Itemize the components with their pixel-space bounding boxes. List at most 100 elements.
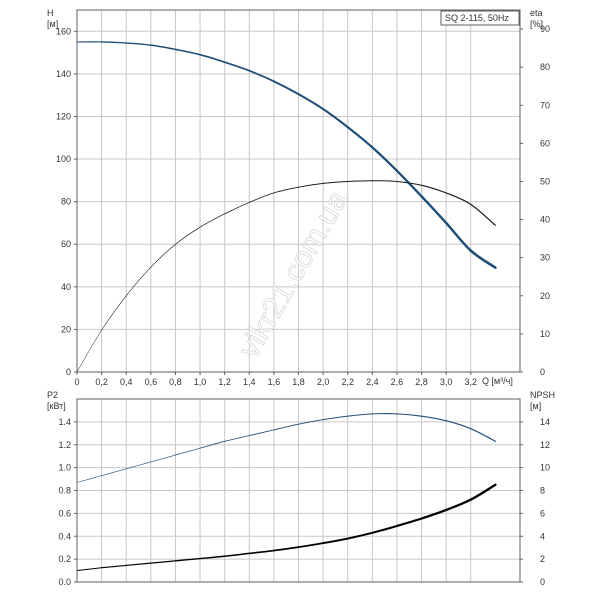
top-left-tick-label: 140	[56, 69, 71, 79]
npsh-curve	[445, 498, 472, 512]
x-tick-label: 2,8	[415, 377, 428, 387]
efficiency-curve	[101, 295, 127, 331]
efficiency-curve	[224, 202, 250, 215]
top-left-tick-label: 20	[61, 324, 71, 334]
x-tick-label: 1,0	[194, 377, 207, 387]
axis-label-line: [%]	[530, 19, 543, 29]
power-p2-curve	[396, 413, 423, 417]
power-p2-curve	[76, 475, 102, 483]
power-p2-curve	[420, 415, 447, 422]
top-left-tick-label: 100	[56, 154, 71, 164]
top-right-tick-label: 90	[540, 24, 550, 34]
x-tick-label: 0,4	[120, 377, 133, 387]
x-tick-label: 3,0	[440, 377, 453, 387]
axis-label-line: NPSH	[530, 390, 555, 400]
npsh-curve	[174, 557, 201, 562]
power-p2-curve	[248, 429, 275, 437]
bottom-left-tick-label: 0.6	[58, 508, 71, 518]
bottom-right-tick-label: 6	[540, 508, 545, 518]
npsh-curve	[297, 542, 325, 549]
npsh-curve	[371, 524, 398, 534]
efficiency-curve	[347, 180, 373, 182]
bottom-right-tick-label: 14	[540, 417, 550, 427]
bottom-left-tick-label: 1.0	[58, 463, 71, 473]
power-p2-curve	[175, 447, 201, 456]
top-right-tick-label: 0	[540, 367, 545, 377]
head-curve	[272, 80, 300, 96]
axis-label-line: [кВт]	[47, 401, 66, 411]
bottom-right-tick-label: 8	[540, 486, 545, 496]
npsh-curve	[346, 531, 374, 540]
top-left-tick-label: 40	[61, 282, 71, 292]
bottom-left-tick-label: 1.4	[58, 417, 71, 427]
x-tick-label: 2,0	[317, 377, 330, 387]
efficiency-curve	[421, 184, 447, 194]
npsh-curve	[322, 537, 349, 545]
top-right-tick-label: 40	[540, 215, 550, 225]
head-curve	[346, 126, 374, 149]
x-axis-label: Q [м³/ч]	[482, 376, 513, 386]
top-right-tick-label: 70	[540, 100, 550, 110]
axis-label-line: eta	[530, 8, 543, 18]
top-right-tick-label: 80	[540, 62, 550, 72]
head-curve	[322, 107, 349, 129]
bottom-left-axis-label: P2 [кВт]	[47, 390, 66, 411]
power-p2-curve	[298, 419, 324, 425]
x-tick-label: 1,2	[218, 377, 231, 387]
efficiency-curve	[248, 192, 275, 203]
head-curve	[174, 48, 201, 56]
series-layer	[76, 41, 497, 572]
top-right-axis-label: eta [%]	[530, 8, 543, 29]
legend-box	[440, 10, 520, 26]
power-p2-curve	[470, 428, 496, 442]
top-chart-grid	[76, 10, 520, 373]
x-tick-label: 1,4	[243, 377, 256, 387]
top-right-tick-label: 50	[540, 176, 550, 186]
top-right-tick-label: 10	[540, 329, 550, 339]
power-p2-curve	[347, 413, 373, 417]
axis-label-line: [м]	[47, 19, 58, 29]
power-p2-curve	[273, 423, 299, 431]
bottom-right-axis-label: NPSH [м]	[530, 390, 555, 411]
efficiency-curve	[322, 181, 349, 184]
npsh-curve	[101, 564, 127, 569]
x-tick-label: 0,6	[145, 377, 158, 387]
npsh-curve	[76, 567, 103, 572]
head-curve	[469, 249, 497, 269]
efficiency-curve	[125, 266, 152, 297]
bottom-left-tick-label: 0.8	[58, 486, 71, 496]
head-curve	[223, 61, 251, 72]
x-tick-label: 3,2	[465, 377, 478, 387]
efficiency-curve	[445, 192, 472, 205]
bottom-right-tick-label: 2	[540, 554, 545, 564]
npsh-curve	[248, 549, 275, 555]
head-curve	[199, 53, 226, 63]
efficiency-curve	[371, 180, 398, 182]
bottom-left-tick-label: 1.2	[58, 440, 71, 450]
top-chart-ticks: 0 0,2 0,4 0,6 0,8 1,0 1,2 1,4 1,6 1,8 2,0 2,2 2,4 2,6…	[56, 24, 550, 387]
x-tick-label: 0	[74, 377, 79, 387]
top-left-axis-label: H [м]	[47, 8, 58, 29]
npsh-curve	[199, 555, 226, 560]
power-p2-curve	[224, 435, 250, 442]
npsh-curve	[395, 517, 423, 528]
head-curve	[100, 41, 127, 44]
npsh-curve	[150, 560, 177, 564]
axis-label-line: P2	[47, 390, 58, 400]
efficiency-curve	[150, 244, 176, 268]
efficiency-curve	[396, 180, 423, 186]
efficiency-curve	[199, 213, 226, 228]
power-p2-curve	[150, 454, 176, 463]
npsh-curve	[469, 483, 497, 501]
bottom-right-tick-label: 10	[540, 463, 550, 473]
efficiency-curve	[470, 203, 496, 226]
bottom-left-tick-label: 0.2	[58, 554, 71, 564]
x-tick-label: 1,6	[268, 377, 281, 387]
head-curve	[371, 146, 399, 172]
bottom-right-tick-label: 4	[540, 531, 545, 541]
axis-label-line: [м]	[530, 401, 541, 411]
bottom-chart-grid	[76, 399, 520, 583]
x-tick-label: 1,8	[292, 377, 305, 387]
npsh-curve	[223, 552, 251, 558]
power-p2-curve	[445, 420, 472, 430]
